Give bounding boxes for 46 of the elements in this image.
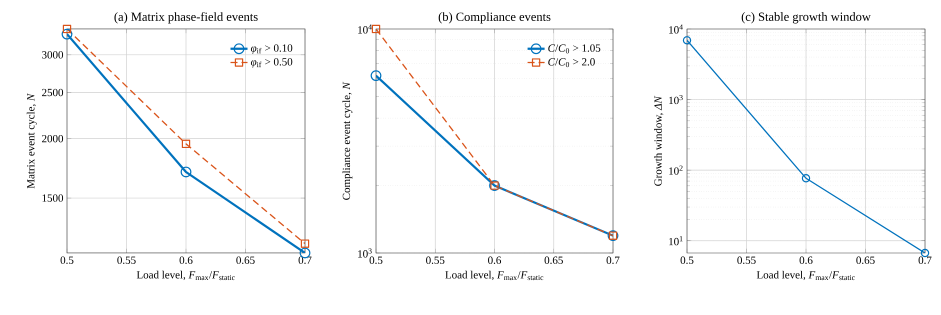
point	[182, 140, 190, 148]
y-tick-label: 3000	[42, 51, 64, 59]
legend-label: φ$_{if}$ > 0.10	[250, 44, 292, 54]
legend-label: C/C$_{0}$ > 2.0	[548, 58, 595, 68]
point	[682, 36, 692, 44]
x-axis-title: Load level, F$_{max}$/F$_{static}$	[445, 270, 544, 280]
x-tick-label: 0.7	[606, 256, 620, 264]
x-tick-label: 0.7	[918, 256, 932, 264]
x-axis-title: Load level, F$_{max}$/F$_{static}$	[756, 270, 855, 280]
point	[62, 28, 72, 40]
chart-title: (a) Matrix phase-field events	[114, 12, 258, 24]
y-tick-label: 2000	[42, 134, 64, 142]
x-tick-label: 0.6	[180, 256, 193, 264]
y-tick-label: 10$^{3}$	[669, 95, 683, 104]
y-tick-label: 10$^{3}$	[358, 248, 372, 258]
y-tick-label: 1500	[42, 194, 64, 202]
chart-title: (b) Compliance events	[438, 12, 550, 24]
x-tick-label: 0.65	[544, 256, 563, 264]
x-tick-label: 0.5	[60, 256, 74, 264]
y-tick-label: 10$^{4}$	[669, 24, 683, 34]
y-axis-title: Growth window, ΔN	[654, 96, 664, 186]
x-tick-label: 0.6	[488, 256, 502, 264]
point	[372, 24, 380, 34]
x-axis-title: Load level, F$_{max}$/F$_{static}$	[136, 270, 235, 280]
point	[300, 239, 310, 248]
x-tick-label: 0.55	[426, 256, 444, 264]
y-tick-label: 10$^{1}$	[669, 236, 683, 246]
point	[370, 70, 382, 82]
x-tick-label: 0.6	[800, 256, 813, 264]
x-tick-label: 0.65	[856, 256, 875, 264]
x-tick-label: 0.5	[680, 256, 694, 264]
legend-label: φ$_{if}$ > 0.50	[250, 58, 292, 68]
legend-label: C/C$_{0}$ > 1.05	[548, 44, 600, 54]
y-tick-label: 10$^{2}$	[669, 166, 683, 175]
chart-title: (c) Stable growth window	[742, 12, 871, 24]
point	[180, 166, 192, 178]
y-axis-title: Compliance event cycle, N	[342, 82, 352, 200]
y-tick-label: 2500	[42, 88, 64, 96]
x-tick-label: 0.65	[236, 256, 255, 264]
point	[802, 174, 810, 182]
point	[62, 24, 72, 34]
x-tick-label: 0.55	[737, 256, 756, 264]
y-axis-title: Matrix event cycle, N	[26, 93, 37, 188]
x-tick-label: 0.5	[370, 256, 382, 264]
y-tick-label: 10$^{4}$	[358, 24, 372, 34]
x-tick-label: 0.55	[117, 256, 136, 264]
